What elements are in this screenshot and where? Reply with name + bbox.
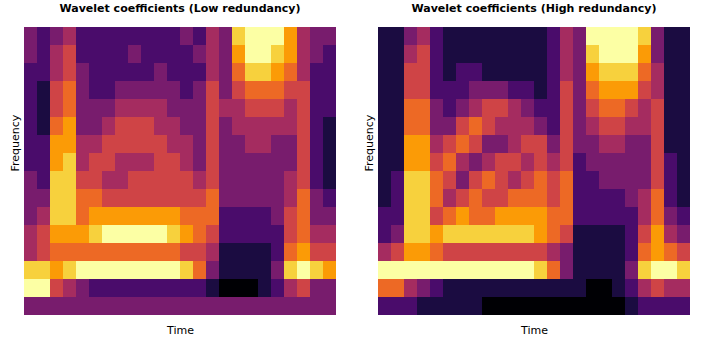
svg-text:Time: Time (520, 324, 548, 337)
svg-text:Time: Time (166, 324, 194, 337)
svg-text:Frequency: Frequency (9, 114, 22, 171)
svg-text:Frequency: Frequency (363, 114, 376, 171)
html-text:Wavelet coefficients (High red: Wavelet coefficients (High redundancy) (411, 2, 657, 15)
html-text:Wavelet coefficients (Low redu: Wavelet coefficients (Low redundancy) (59, 2, 301, 15)
